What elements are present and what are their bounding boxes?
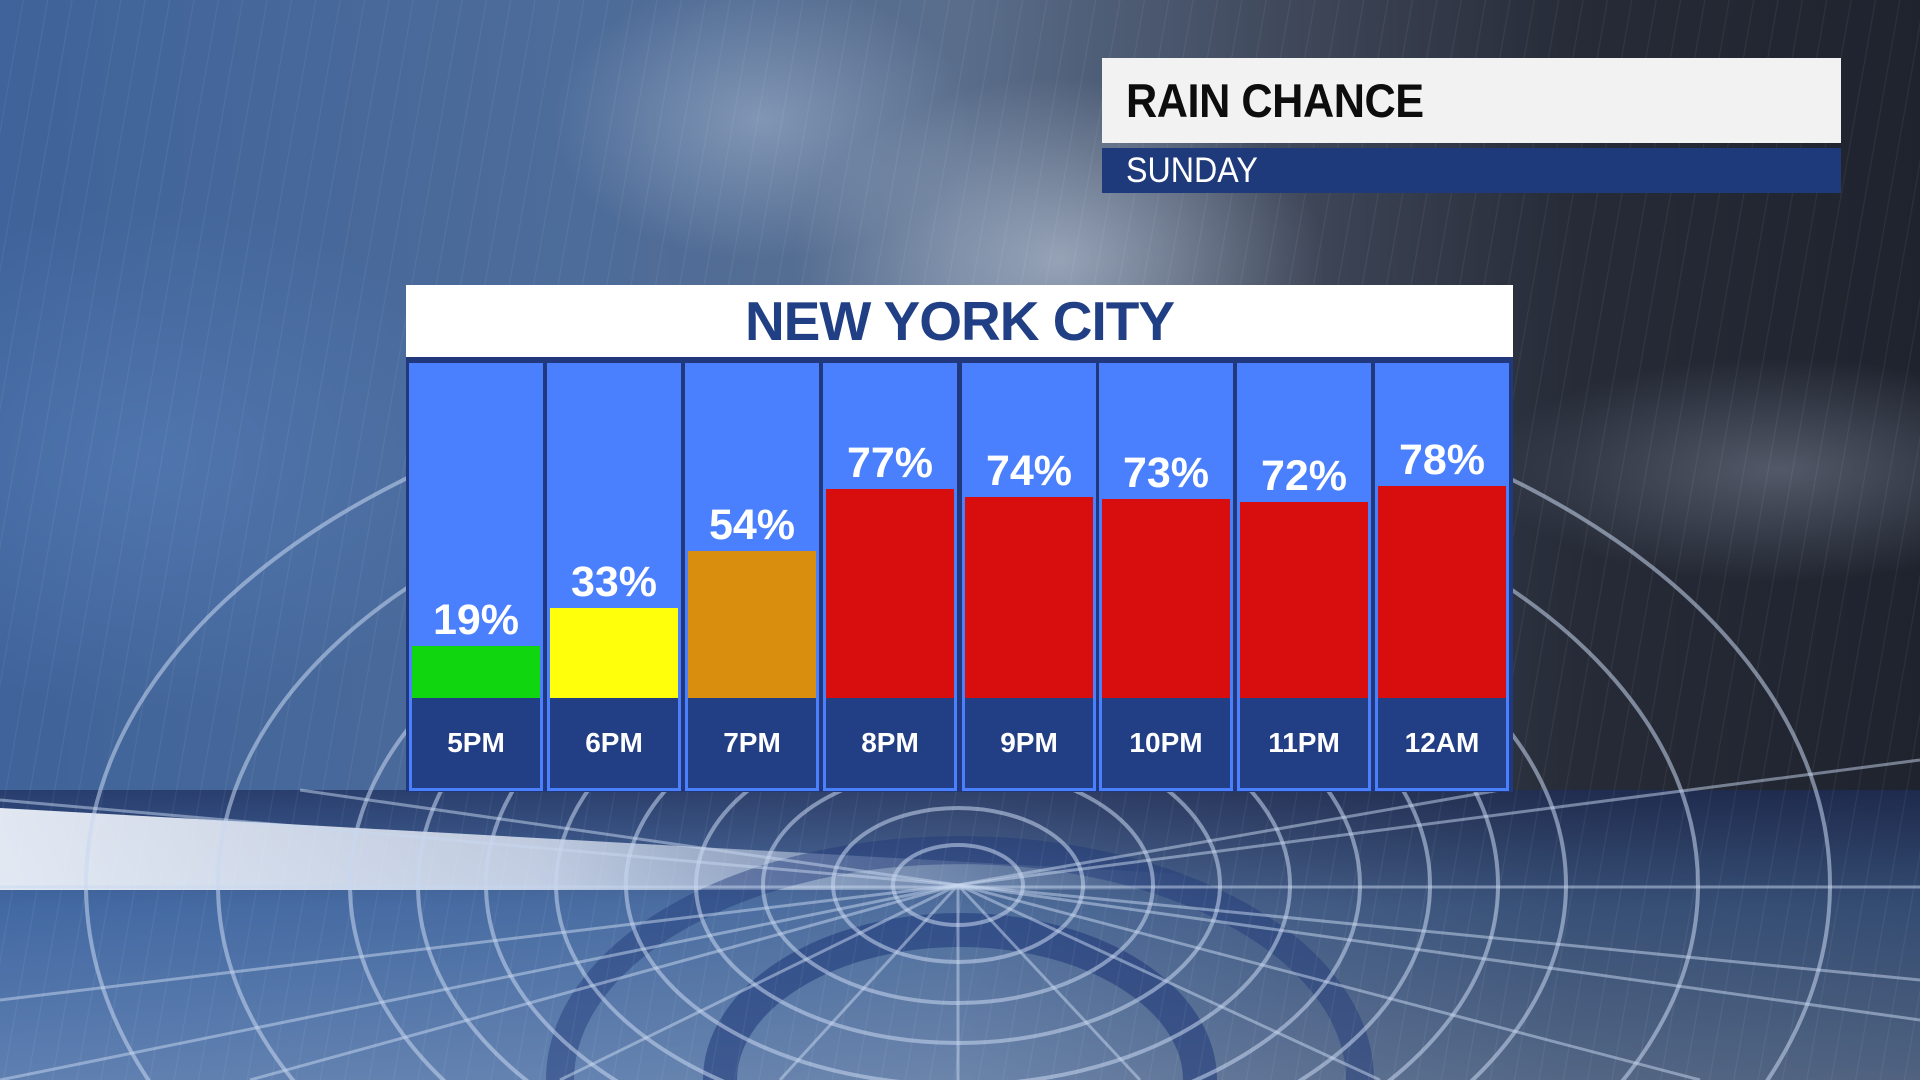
rain-chance-value: 72% <box>1260 452 1348 500</box>
rain-chance-bar <box>1240 502 1368 698</box>
header-title: RAIN CHANCE <box>1126 74 1424 127</box>
rain-chance-value: 73% <box>1122 449 1210 497</box>
rain-chance-bar <box>1102 499 1230 698</box>
time-label-box: 11PM <box>1237 698 1371 791</box>
title-box: RAIN CHANCE <box>1102 58 1841 143</box>
hour-column-7pm: 54% 7PM <box>685 363 819 791</box>
hour-column-10pm: 73% 10PM <box>1099 363 1233 791</box>
rain-chance-bar <box>550 608 678 698</box>
time-label-box: 6PM <box>547 698 681 791</box>
subtitle-box: SUNDAY <box>1102 148 1841 193</box>
column-background: 78% <box>1375 363 1509 698</box>
header-subtitle: SUNDAY <box>1126 150 1258 190</box>
hour-column-6pm: 33% 6PM <box>547 363 681 791</box>
location-title: NEW YORK CITY <box>744 290 1175 352</box>
column-background: 54% <box>685 363 819 698</box>
column-background: 33% <box>547 363 681 698</box>
time-label: 11PM <box>1268 727 1340 758</box>
hour-column-5pm: 19% 5PM <box>409 363 543 791</box>
column-background: 77% <box>823 363 957 698</box>
time-label-box: 10PM <box>1099 698 1233 791</box>
hour-column-8pm: 77% 8PM <box>823 363 957 791</box>
rain-chance-value: 74% <box>985 447 1073 495</box>
rain-chance-value: 78% <box>1398 436 1486 484</box>
rain-chance-header: RAIN CHANCE SUNDAY <box>1102 58 1841 193</box>
rain-chance-bar <box>688 551 816 698</box>
column-background: 19% <box>409 363 543 698</box>
rain-chance-bar <box>1378 486 1506 698</box>
hour-column-11pm: 72% 11PM <box>1237 363 1371 791</box>
time-label-box: 7PM <box>685 698 819 791</box>
rain-chance-bar <box>965 497 1093 698</box>
hour-column-12am: 78% 12AM <box>1375 363 1509 791</box>
time-label: 9PM <box>1000 727 1058 758</box>
time-label-box: 12AM <box>1375 698 1509 791</box>
time-label-box: 9PM <box>962 698 1096 791</box>
rain-chance-value: 54% <box>708 501 796 549</box>
time-label: 5PM <box>447 727 505 758</box>
time-label: 6PM <box>585 727 643 758</box>
rain-chance-value: 33% <box>570 558 658 606</box>
column-background: 73% <box>1099 363 1233 698</box>
time-label: 8PM <box>861 727 919 758</box>
time-label: 7PM <box>723 727 781 758</box>
column-background: 72% <box>1237 363 1371 698</box>
time-label: 10PM <box>1129 727 1203 758</box>
rain-chance-bar <box>826 489 954 698</box>
column-background: 74% <box>962 363 1096 698</box>
time-label-box: 5PM <box>409 698 543 791</box>
hour-column-9pm: 74% 9PM <box>962 363 1096 791</box>
rain-chance-bar <box>412 646 540 698</box>
rain-chance-value: 19% <box>432 596 520 644</box>
time-label-box: 8PM <box>823 698 957 791</box>
rain-chance-value: 77% <box>846 439 934 487</box>
rain-chance-chart: NEW YORK CITY 19% 5PM 33% 6PM 54% 7PM 77… <box>406 285 1513 792</box>
location-title-box: NEW YORK CITY <box>406 285 1513 357</box>
time-label: 12AM <box>1404 727 1480 758</box>
